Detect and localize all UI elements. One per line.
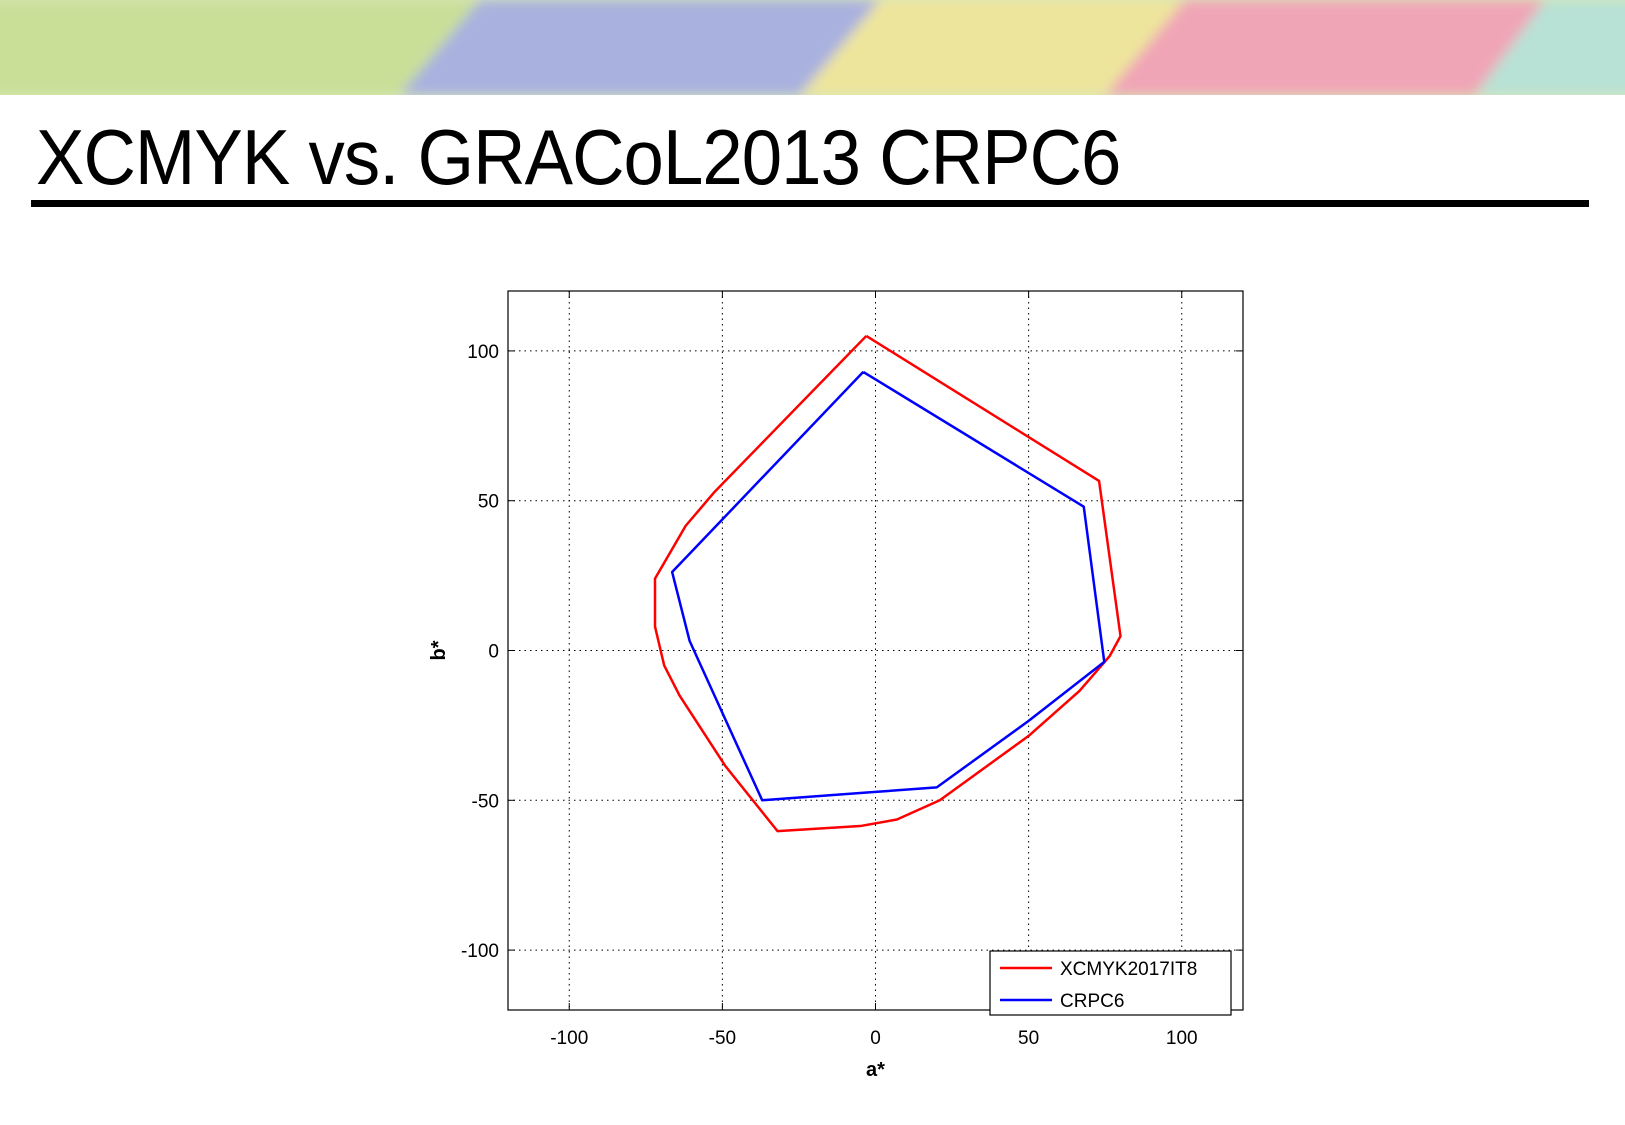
- banner-stripe-yellow: [800, 0, 1185, 95]
- banner-stripe-green: [0, 0, 480, 95]
- legend-label: CRPC6: [1060, 991, 1124, 1012]
- legend: XCMYK2017IT8 CRPC6: [989, 950, 1232, 1016]
- y-tick-label: 0: [488, 642, 499, 663]
- y-tick-label: -50: [472, 791, 499, 812]
- x-tick-label: -50: [709, 1028, 736, 1049]
- series-lines: [653, 334, 1122, 833]
- slide-title: XCMYK vs. GRACoL2013 CRPC6: [36, 113, 1121, 201]
- title-underline: [31, 200, 1589, 207]
- series-line-xcmyk2017it8: [653, 334, 1122, 833]
- x-axis-label: a*: [866, 1059, 885, 1081]
- legend-box: [989, 950, 1232, 1016]
- grid-lines: [508, 291, 1243, 1010]
- x-tick-label: 0: [870, 1028, 881, 1049]
- y-tick-label: 100: [467, 342, 499, 363]
- banner-stripe-teal: [1475, 0, 1625, 95]
- legend-label: XCMYK2017IT8: [1060, 959, 1197, 980]
- y-tick-label: 50: [478, 492, 499, 513]
- x-tick-label: 50: [1018, 1028, 1039, 1049]
- series-line-crpc6: [670, 370, 1106, 802]
- x-tick-label: 100: [1166, 1028, 1198, 1049]
- banner-stripe-blue: [400, 0, 880, 95]
- decorative-banner: [0, 0, 1625, 95]
- y-tick-label: -100: [461, 941, 499, 962]
- plot-area-frame: [507, 290, 1244, 1011]
- y-axis-label: b*: [428, 640, 450, 660]
- banner-stripe-pink: [1105, 0, 1545, 95]
- x-tick-label: -100: [550, 1028, 588, 1049]
- tick-labels: -100 -50 0 50 100 -100 -50 0 50 100: [461, 342, 1198, 1049]
- banner-image: [0, 0, 1625, 95]
